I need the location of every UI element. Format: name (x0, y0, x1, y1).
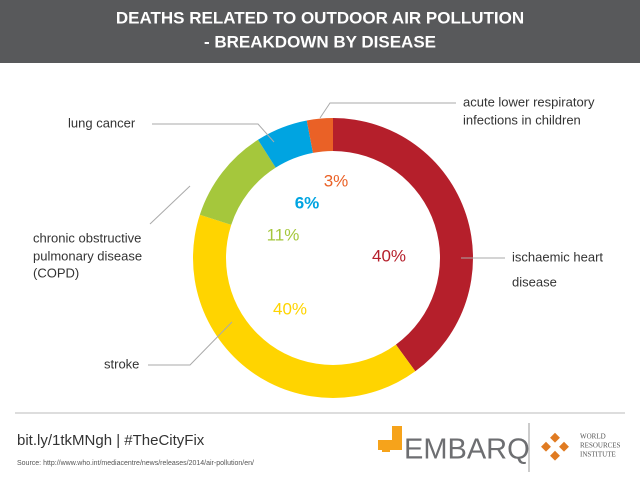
donut-segment (192, 214, 416, 398)
donut-segment (257, 120, 313, 168)
value-label: 11% (267, 225, 300, 244)
wri-logo: WORLD RESOURCES INSTITUTE (541, 433, 621, 461)
category-label: acute lower respiratory (463, 94, 595, 109)
source: Source: http://www.who.int/mediacentre/n… (17, 460, 254, 467)
leader-line (148, 321, 233, 366)
leader-line (152, 123, 275, 143)
chart-title: - BREAKDOWN BY DISEASE (204, 32, 436, 51)
category-label: infections in children (463, 112, 581, 127)
category-label: disease (512, 274, 557, 289)
category-label: ischaemic heart (512, 249, 603, 264)
wri-text: WORLD (580, 433, 606, 441)
leader-line (149, 185, 191, 225)
donut-chart: 40% ischaemic heart disease 40% stroke 11% chr… (33, 94, 603, 398)
value-label: 6% (295, 193, 320, 212)
value-label: 3% (324, 171, 349, 190)
chart-title: DEATHS RELATED TO OUTDOOR AIR POLLUTION (116, 8, 524, 27)
category-label: lung cancer (68, 115, 136, 130)
value-label: 40% (372, 246, 406, 265)
wri-text: RESOURCES (580, 442, 621, 450)
category-label: chronic obstructive (33, 230, 141, 245)
donut-segment (306, 118, 333, 153)
category-label: stroke (104, 356, 139, 371)
footer-link: bit.ly/1tkMNgh | #TheCityFix (17, 432, 205, 449)
wri-text: INSTITUTE (580, 451, 616, 459)
value-label: 40% (273, 299, 307, 318)
embarq-text: EMBARQ (404, 434, 530, 466)
wri-icon (541, 432, 569, 461)
donut-segment (199, 139, 276, 225)
embarq-icon (382, 444, 390, 452)
donut-segment (333, 118, 474, 372)
header-bar (0, 0, 640, 63)
leader-line (319, 102, 456, 119)
embarq-logo: EMBARQ (378, 426, 530, 466)
category-label: (COPD) (33, 265, 79, 280)
category-label: pulmonary disease (33, 248, 142, 263)
